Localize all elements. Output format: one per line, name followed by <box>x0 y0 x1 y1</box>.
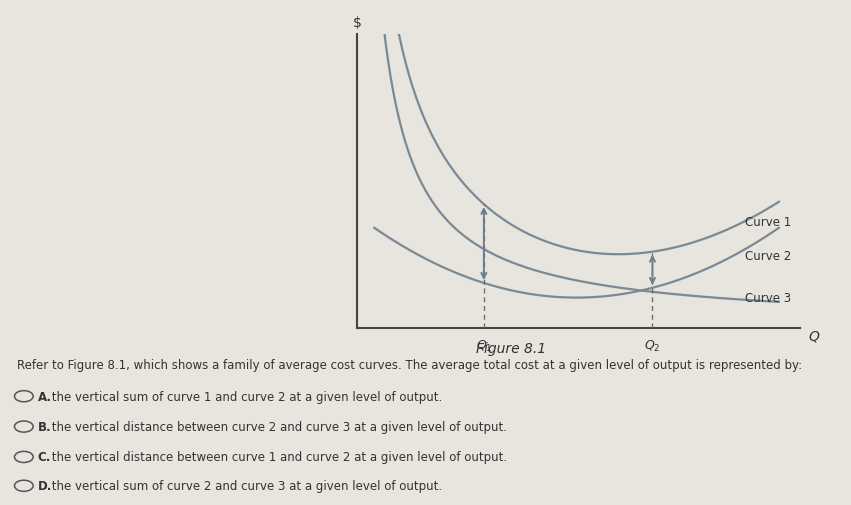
Text: the vertical distance between curve 1 and curve 2 at a given level of output.: the vertical distance between curve 1 an… <box>48 450 507 464</box>
Text: D.: D. <box>37 479 52 492</box>
Text: Figure 8.1: Figure 8.1 <box>476 341 545 355</box>
Text: A.: A. <box>37 390 51 403</box>
Text: $Q_2$: $Q_2$ <box>644 339 660 354</box>
Text: Refer to Figure 8.1, which shows a family of average cost curves. The average to: Refer to Figure 8.1, which shows a famil… <box>17 359 802 372</box>
Text: C.: C. <box>37 450 51 464</box>
Text: $: $ <box>353 16 362 30</box>
Text: the vertical sum of curve 2 and curve 3 at a given level of output.: the vertical sum of curve 2 and curve 3 … <box>48 479 442 492</box>
Text: Curve 3: Curve 3 <box>745 291 791 304</box>
Text: Q: Q <box>808 329 820 343</box>
Text: Curve 1: Curve 1 <box>745 216 791 228</box>
Text: the vertical distance between curve 2 and curve 3 at a given level of output.: the vertical distance between curve 2 an… <box>48 420 506 433</box>
Text: $Q_1$: $Q_1$ <box>476 339 492 354</box>
Text: B.: B. <box>37 420 51 433</box>
Text: the vertical sum of curve 1 and curve 2 at a given level of output.: the vertical sum of curve 1 and curve 2 … <box>48 390 442 403</box>
Text: Curve 2: Curve 2 <box>745 250 791 263</box>
